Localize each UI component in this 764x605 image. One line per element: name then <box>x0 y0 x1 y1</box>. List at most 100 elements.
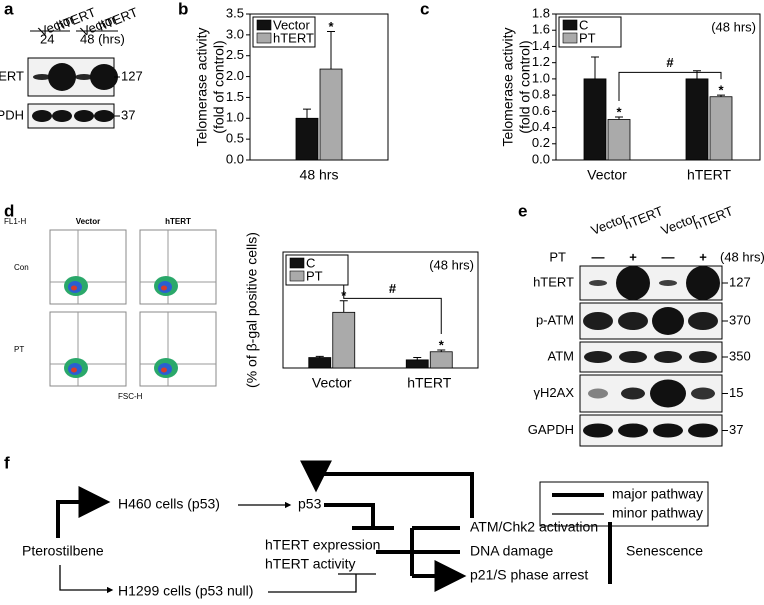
row-label: γH2AX <box>534 385 575 400</box>
band <box>616 266 650 300</box>
legend-swatch <box>289 270 305 282</box>
arrow <box>56 486 111 538</box>
y-tick-label: 1.6 <box>532 22 550 37</box>
y-tick-label: 1.2 <box>532 54 550 69</box>
legend-swatch <box>562 32 578 44</box>
time-label: 48 (hrs) <box>80 31 125 46</box>
lane-label: hTERT <box>692 203 736 232</box>
x-tick-label: 48 hrs <box>300 167 339 183</box>
error-bar <box>303 108 311 119</box>
significance-marker: * <box>616 104 622 119</box>
panel-label: d <box>4 201 14 220</box>
band <box>33 74 51 80</box>
size-label: 370 <box>729 312 751 327</box>
legend-swatch <box>562 19 578 31</box>
y-tick-label: 1.0 <box>226 110 244 125</box>
axis-label: FSC-H <box>118 392 143 401</box>
population <box>161 285 167 291</box>
error-bar <box>437 349 446 352</box>
legend-label: C <box>306 255 315 270</box>
x-tick-label: Vector <box>312 375 352 391</box>
size-label: 127 <box>121 68 143 83</box>
y-tick-label: 0.6 <box>532 103 550 118</box>
plot-frame <box>139 311 217 387</box>
y-tick-label: 0.2 <box>532 135 550 150</box>
time-label: (48 hrs) <box>720 249 764 264</box>
node: p53 <box>298 496 322 512</box>
x-tick-label: hTERT <box>687 167 732 183</box>
band <box>650 379 686 408</box>
y-tick-label: 0.0 <box>532 151 550 166</box>
y-tick-label: 1.8 <box>532 5 550 20</box>
y-axis-label: Telomerase activity <box>194 27 210 146</box>
significance-marker: * <box>439 337 445 352</box>
bar <box>405 359 429 369</box>
band <box>654 351 682 363</box>
panel-label: a <box>4 0 14 18</box>
plot-frame <box>49 229 127 305</box>
error-bar <box>339 300 348 313</box>
plot-frame <box>139 229 217 305</box>
size-label: 37 <box>729 422 743 437</box>
y-tick-label: 3.5 <box>226 5 244 20</box>
legend-label: PT <box>579 30 596 45</box>
y-tick-label: 3.0 <box>226 26 244 41</box>
error-bar <box>327 31 335 70</box>
bar <box>332 311 356 369</box>
legend-swatch <box>289 257 305 269</box>
band <box>583 423 613 438</box>
band <box>689 351 717 363</box>
population <box>71 367 77 373</box>
band <box>652 307 684 335</box>
band <box>48 63 76 91</box>
y-axis-label: (fold of control) <box>211 40 227 133</box>
x-tick-label: Vector <box>587 167 627 183</box>
significance-marker: * <box>718 83 724 98</box>
band <box>653 423 683 438</box>
size-label: 127 <box>729 274 751 289</box>
row-label: p-ATM <box>536 312 574 327</box>
band <box>94 110 114 122</box>
feedback <box>300 460 474 518</box>
legend-text: minor pathway <box>612 505 703 521</box>
y-tick-label: 1.4 <box>532 38 550 53</box>
legend-text: major pathway <box>612 486 703 502</box>
bar <box>685 78 709 161</box>
bar <box>429 351 453 369</box>
note: (48 hrs) <box>429 257 474 272</box>
legend-swatch <box>256 32 272 44</box>
bar <box>308 357 332 369</box>
band <box>688 423 718 438</box>
row-label: Con <box>14 263 29 272</box>
comparison-label: # <box>666 55 674 70</box>
blot-a: 24 48 (hrs) hTERT127GAPDH37VectorhTERTVe… <box>0 4 143 129</box>
size-label: 350 <box>729 348 751 363</box>
node: H1299 cells (p53 null) <box>118 583 253 599</box>
y-axis-label: Telomerase activity <box>500 27 516 146</box>
node: p21/S phase arrest <box>470 567 588 583</box>
diagram: major pathway minor pathway Pterostilben… <box>22 460 709 599</box>
row-label: hTERT <box>533 274 574 289</box>
bar <box>319 68 343 161</box>
comparison-label: # <box>389 281 397 296</box>
y-tick-label: 0.8 <box>532 87 550 102</box>
band <box>52 110 72 122</box>
bar <box>709 96 733 161</box>
band <box>618 423 648 438</box>
y-tick-label: 2.5 <box>226 47 244 62</box>
error-bar <box>615 116 623 120</box>
node: hTERT activity <box>265 556 356 572</box>
population <box>71 285 77 291</box>
y-tick-label: 2.0 <box>226 68 244 83</box>
inhibit <box>268 573 376 593</box>
inhibit <box>324 503 394 530</box>
error-bar <box>591 56 599 79</box>
error-bar <box>413 357 422 360</box>
band <box>659 280 677 286</box>
branch <box>376 526 452 578</box>
sign: — <box>592 249 605 264</box>
legend-label: hTERT <box>273 30 314 45</box>
band <box>75 74 93 80</box>
time-label: 24 <box>40 31 54 46</box>
node: DNA damage <box>470 543 553 559</box>
